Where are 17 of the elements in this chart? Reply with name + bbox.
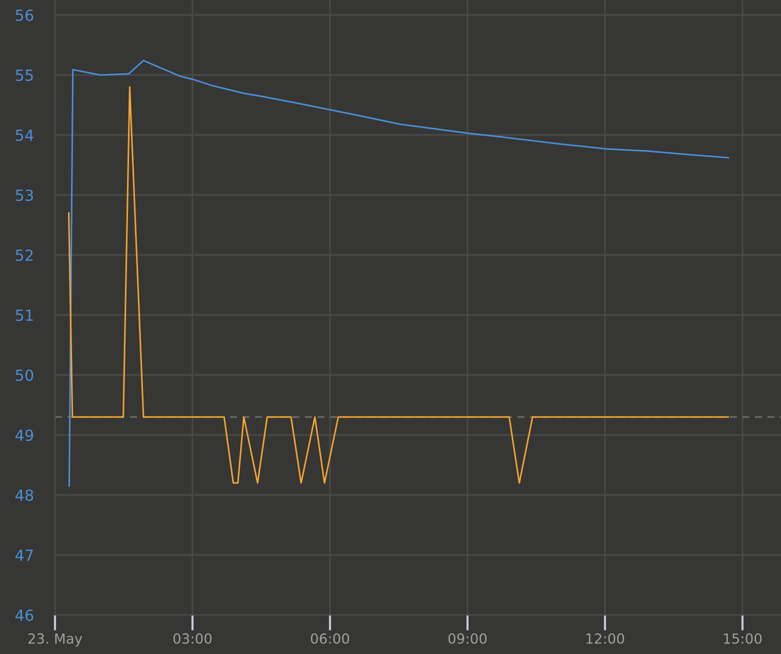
y-tick-label: 52	[16, 249, 33, 262]
y-tick-label: 47	[15, 550, 33, 561]
x-tick-label: 12:00	[586, 633, 624, 644]
x-tick-label: 09:00	[448, 633, 487, 644]
x-tick-label: 23. May	[28, 633, 82, 646]
y-tick-label: 54	[16, 130, 34, 142]
y-tick-label: 49	[15, 429, 34, 442]
y-tick-label: 48	[15, 489, 34, 502]
y-tick-label: 53	[16, 189, 33, 202]
y-tick-label: 51	[16, 310, 33, 322]
x-tick-label: 15:00	[724, 633, 762, 644]
x-tick-label: 03:00	[173, 633, 212, 644]
y-tick-label: 55	[16, 70, 33, 82]
y-tick-label: 46	[15, 609, 34, 622]
x-tick-label: 06:00	[310, 633, 350, 644]
y-tick-label: 56	[16, 9, 34, 22]
y-tick-label: 50	[16, 369, 34, 382]
